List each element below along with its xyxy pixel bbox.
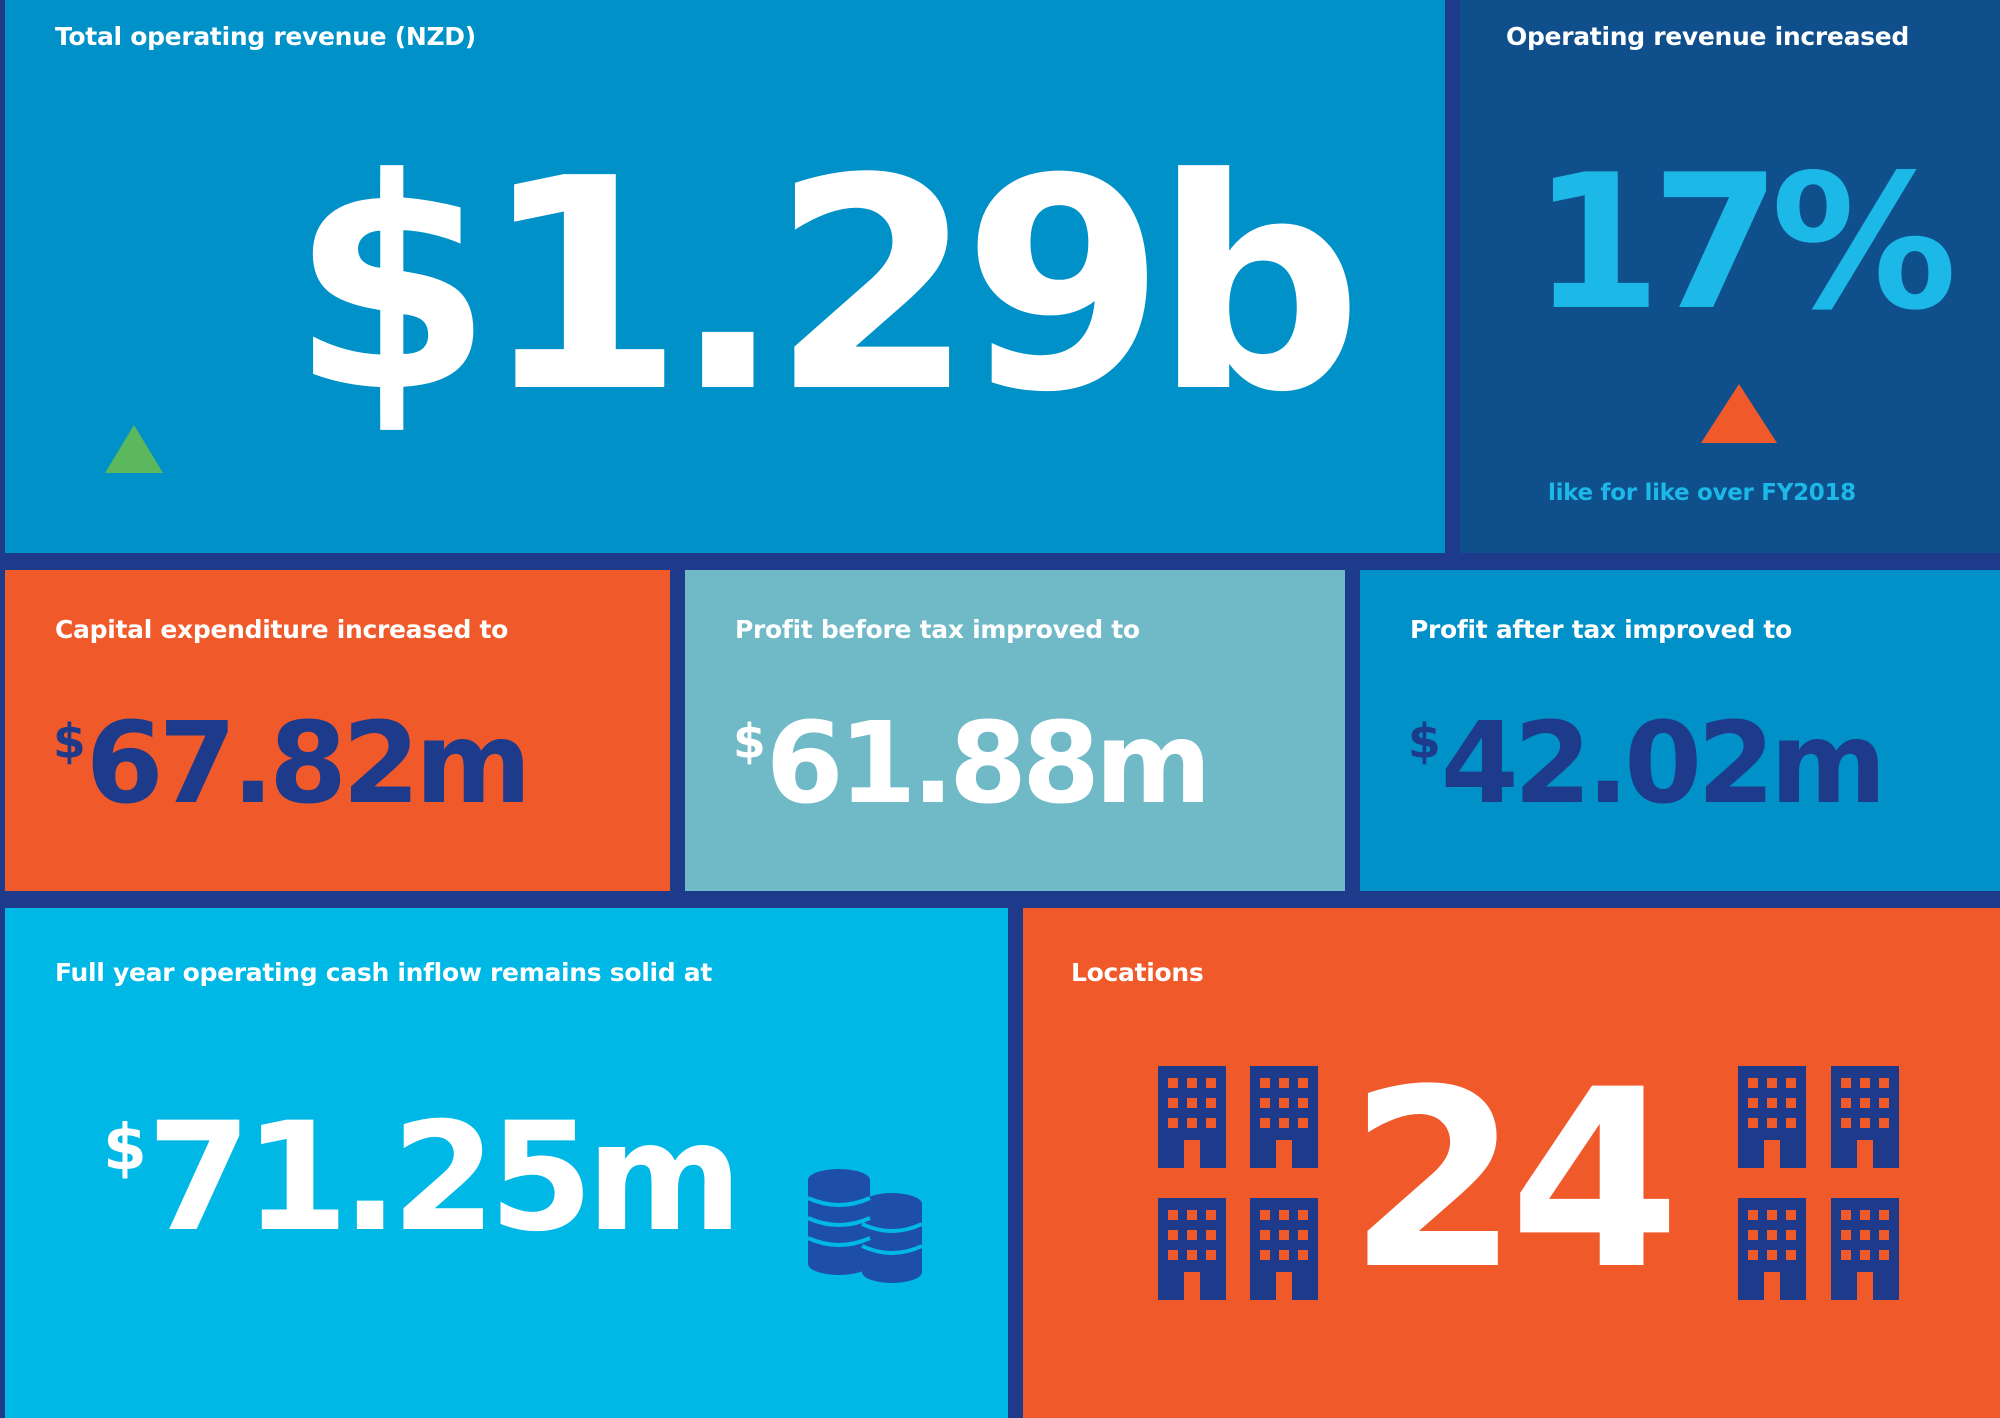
profit-before-tax-tile: Profit before tax improved to $61.88m — [685, 570, 1345, 891]
building-icon — [1738, 1066, 1806, 1168]
profit-after-tax-label: Profit after tax improved to — [1410, 615, 1792, 644]
locations-tile: Locations 24 — [1023, 908, 2000, 1418]
profit-before-tax-value: 61.88m — [765, 699, 1212, 829]
orange-up-triangle-icon — [1701, 384, 1777, 443]
locations-label: Locations — [1071, 958, 1204, 987]
capex-value-wrap: $67.82m — [53, 708, 532, 820]
building-icon — [1158, 1198, 1226, 1300]
capex-tile: Capital expenditure increased to $67.82m — [5, 570, 670, 891]
profit-after-tax-value: 42.02m — [1440, 699, 1887, 829]
capex-label: Capital expenditure increased to — [55, 615, 509, 644]
capex-value: 67.82m — [85, 699, 532, 829]
green-up-triangle-icon — [105, 425, 163, 473]
building-icon — [1250, 1198, 1318, 1300]
profit-before-tax-label: Profit before tax improved to — [735, 615, 1140, 644]
cash-inflow-currency: $ — [103, 1111, 147, 1185]
revenue-increase-value: 17% — [1532, 134, 1957, 351]
total-revenue-value: $1.29b — [290, 116, 1363, 456]
building-icon — [1831, 1198, 1899, 1300]
locations-value: 24 — [1348, 1038, 1680, 1324]
profit-before-tax-currency: $ — [733, 714, 766, 770]
revenue-increase-tile: Operating revenue increased 17% like for… — [1460, 0, 2000, 553]
profit-after-tax-value-wrap: $42.02m — [1408, 708, 1887, 820]
building-icon — [1250, 1066, 1318, 1168]
cash-inflow-value-wrap: $71.25m — [103, 1103, 743, 1253]
revenue-increase-note: like for like over FY2018 — [1548, 480, 1856, 506]
cash-inflow-tile: Full year operating cash inflow remains … — [5, 908, 1008, 1418]
total-revenue-label: Total operating revenue (NZD) — [55, 22, 476, 51]
profit-after-tax-tile: Profit after tax improved to $42.02m — [1360, 570, 2000, 891]
cash-inflow-label: Full year operating cash inflow remains … — [55, 958, 712, 987]
building-icon — [1158, 1066, 1226, 1168]
profit-after-tax-currency: $ — [1408, 714, 1441, 770]
revenue-increase-label: Operating revenue increased — [1506, 22, 1909, 51]
building-icon — [1831, 1066, 1899, 1168]
profit-before-tax-value-wrap: $61.88m — [733, 708, 1212, 820]
cash-inflow-value: 71.25m — [146, 1091, 743, 1265]
capex-currency: $ — [53, 714, 86, 770]
coin-stack-icon — [807, 1169, 923, 1283]
building-icon — [1738, 1198, 1806, 1300]
total-revenue-tile: Total operating revenue (NZD) $1.29b — [5, 0, 1445, 553]
